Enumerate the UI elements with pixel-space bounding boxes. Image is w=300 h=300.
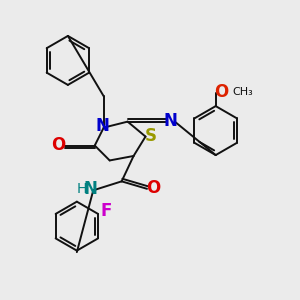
Text: O: O [51,136,65,154]
Text: N: N [96,117,110,135]
Text: F: F [101,202,112,220]
Text: CH₃: CH₃ [232,87,253,98]
Text: O: O [146,179,160,197]
Text: N: N [84,180,98,198]
Text: O: O [214,83,228,101]
Text: S: S [144,127,156,145]
Text: H: H [77,182,87,197]
Text: N: N [164,112,178,130]
